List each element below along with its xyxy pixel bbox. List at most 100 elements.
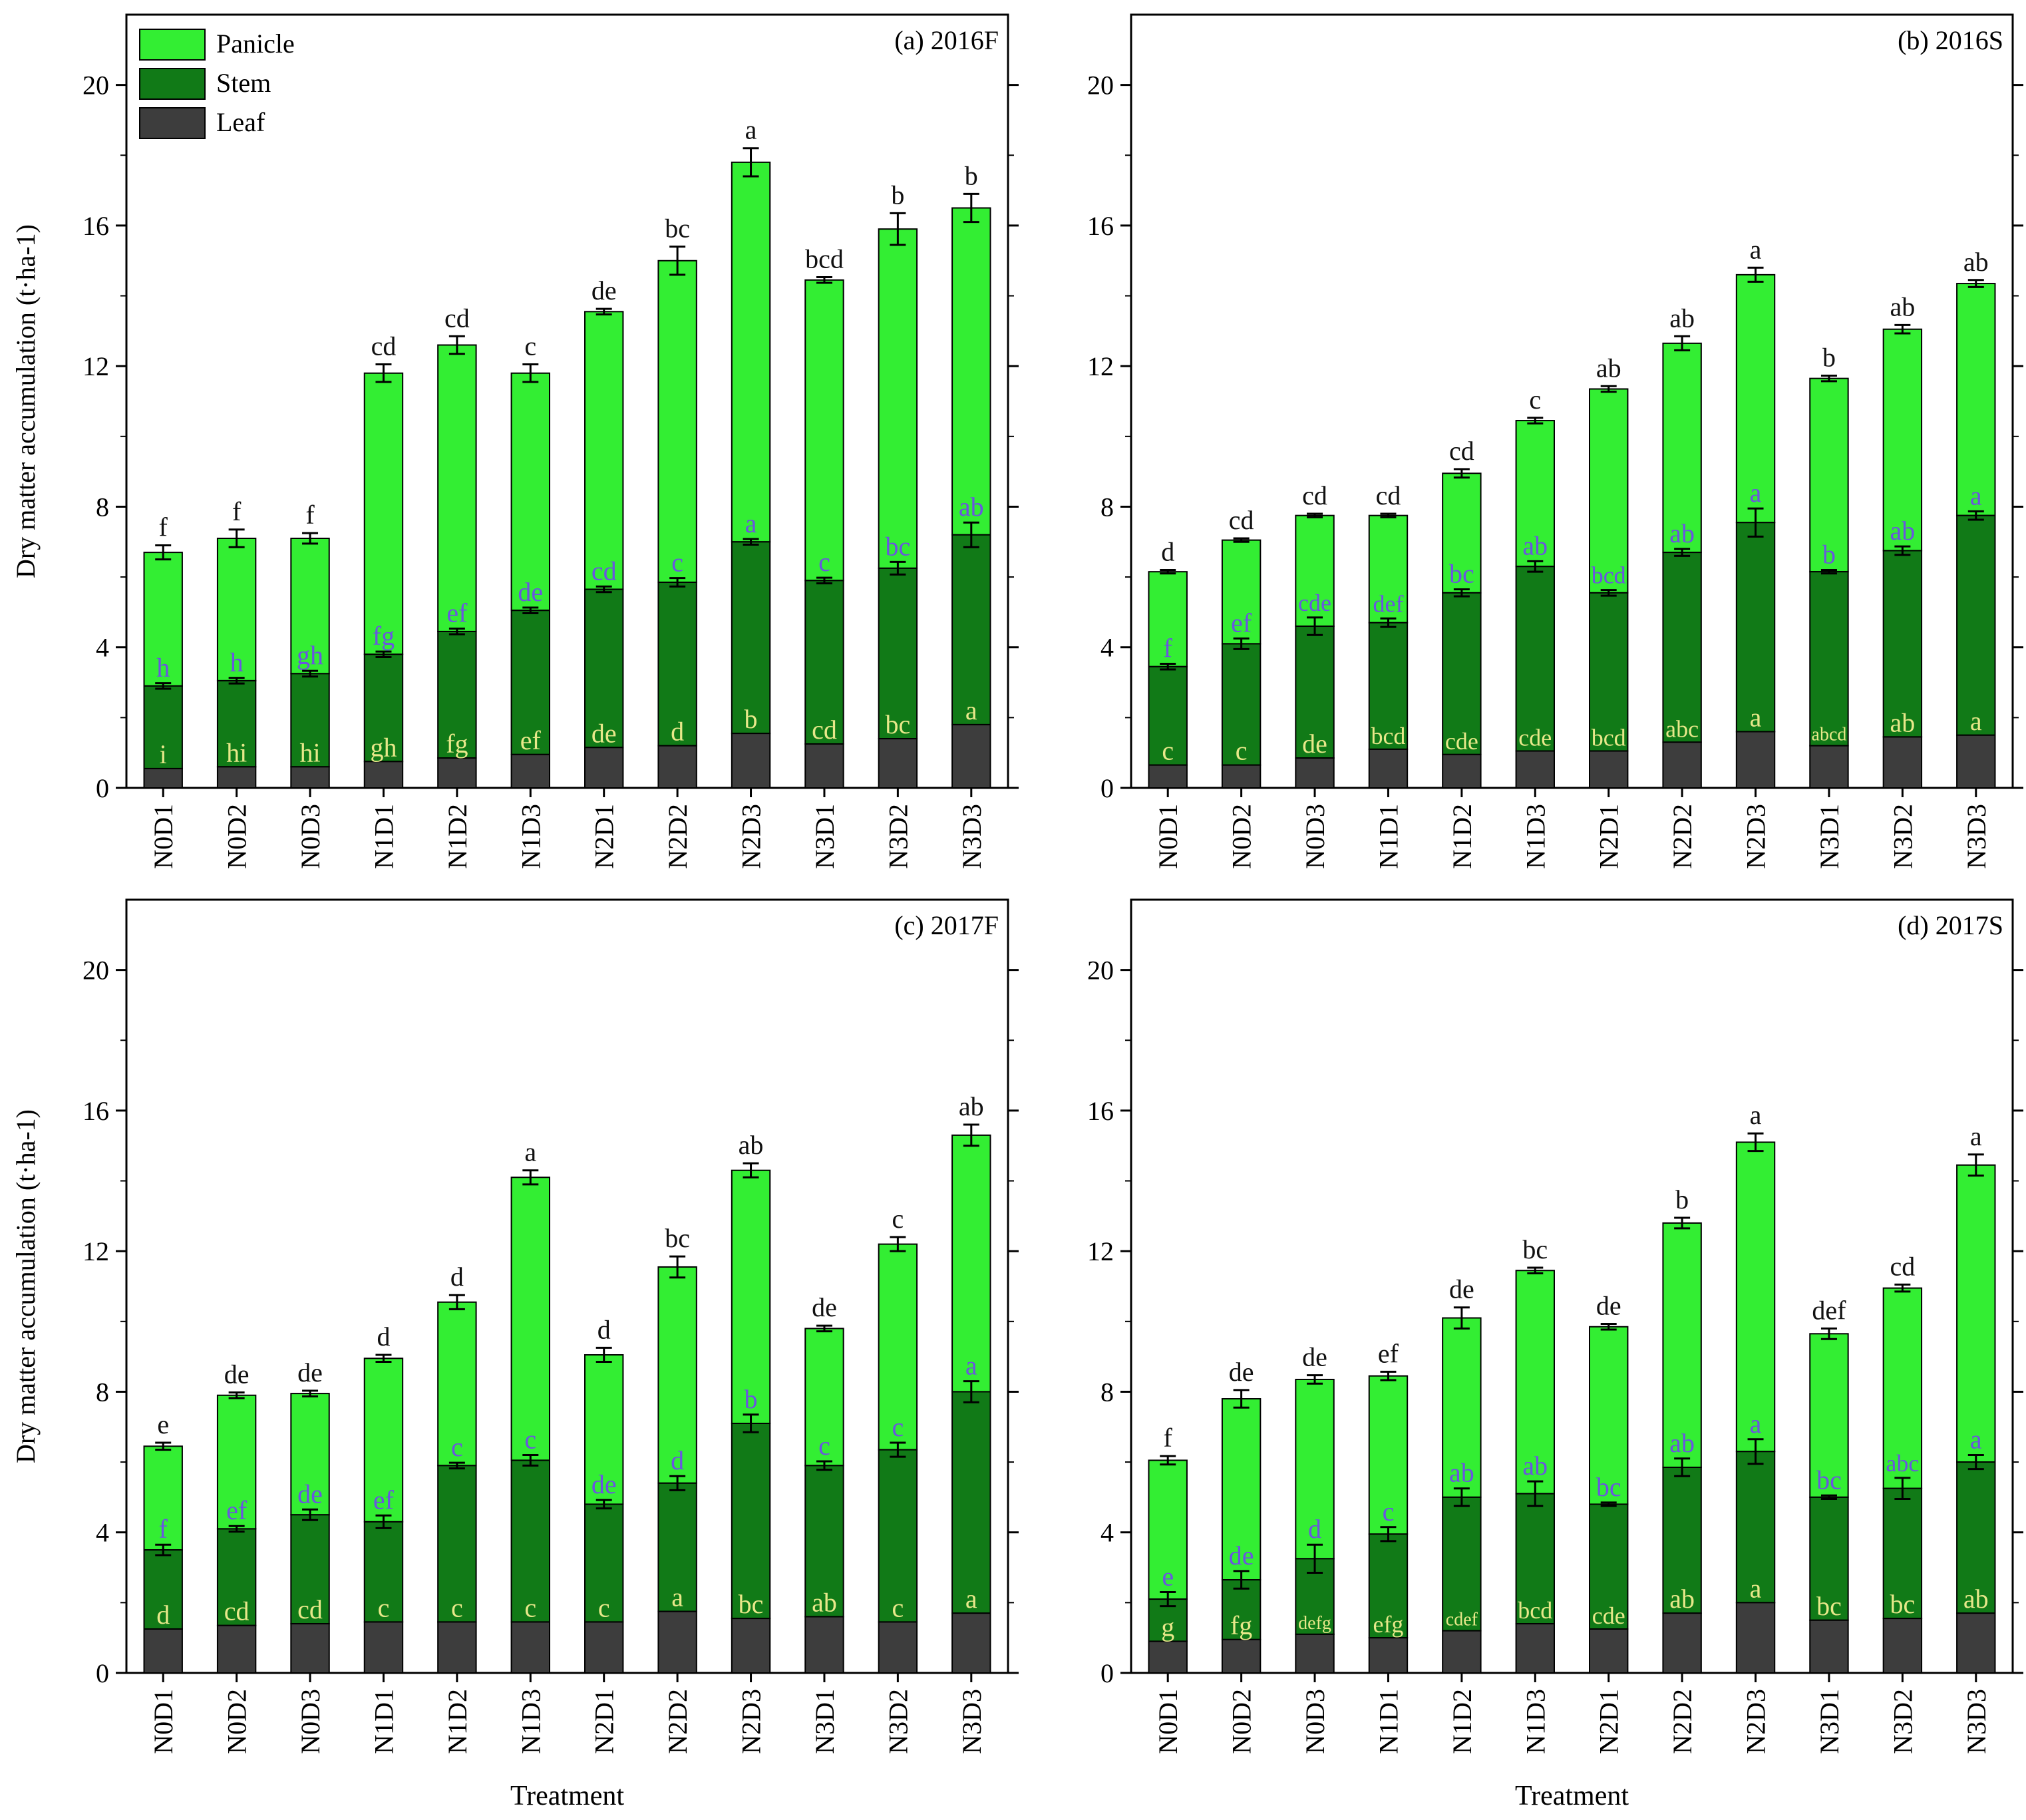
bar-leaf: [1295, 1633, 1335, 1674]
bar-leaf: [657, 1610, 697, 1674]
letter-stem: d: [1308, 1514, 1321, 1544]
bar-panicle: [878, 1243, 918, 1451]
letter-stem: fg: [373, 621, 395, 651]
x-tick-label: N0D1: [148, 1689, 178, 1754]
bar-panicle: [143, 1445, 183, 1551]
bar-stem: [657, 582, 697, 747]
x-tick-label: N0D1: [1153, 804, 1183, 869]
letter-leaf: abcd: [1812, 725, 1847, 745]
bar-panicle: [216, 537, 257, 681]
letter-total: cd: [371, 331, 397, 361]
letter-stem: ab: [1522, 1451, 1548, 1481]
letter-leaf: bc: [1816, 1591, 1842, 1621]
y-tick-label: 12: [83, 351, 109, 381]
letter-total: a: [1750, 234, 1762, 264]
bar-stem: [290, 1514, 330, 1625]
x-tick-label: N0D2: [222, 804, 252, 869]
panel-d-2017S: (d) 2017S Treatment 0 4 8 12 16 20 N0D1 f eg N0D2…: [1087, 898, 2023, 1811]
bar-stem: [584, 1503, 624, 1623]
bar-stem: [1735, 522, 1776, 733]
bar-leaf: [1589, 750, 1629, 789]
letter-leaf: d: [156, 1600, 170, 1630]
letter-stem: ef: [373, 1485, 395, 1515]
letter-leaf: cd: [297, 1594, 323, 1624]
bar-leaf: [1735, 1602, 1776, 1674]
bar-panicle: [1735, 1141, 1776, 1453]
letter-stem: de: [518, 577, 543, 607]
bar-stem: [731, 1422, 771, 1620]
x-tick-label: N3D1: [1814, 1689, 1844, 1754]
panel-title: (a) 2016F: [894, 25, 999, 55]
bar-leaf: [1662, 741, 1702, 789]
bar-stem: [1589, 592, 1629, 752]
legend-label-leaf: Leaf: [216, 107, 265, 137]
letter-leaf: cde: [1518, 725, 1552, 751]
letter-total: cd: [444, 303, 470, 333]
bar-leaf: [1515, 750, 1555, 789]
letter-leaf: ab: [812, 1587, 837, 1617]
letter-leaf: ef: [520, 725, 542, 755]
legend-swatch-leaf: [139, 107, 206, 139]
letter-total: f: [232, 496, 242, 526]
letter-total: b: [1822, 342, 1836, 372]
letter-stem: c: [818, 547, 830, 577]
bar-leaf: [1368, 1637, 1409, 1674]
bar-stem: [1515, 1493, 1555, 1625]
x-tick-label: N3D2: [1888, 804, 1918, 869]
bar-stem: [1515, 566, 1555, 752]
letter-stem: b: [745, 1384, 758, 1414]
x-tick-label: N3D2: [1888, 1689, 1918, 1754]
bar-leaf: [363, 761, 404, 789]
bar-stem: [1809, 571, 1849, 747]
letter-total: b: [965, 160, 978, 190]
panel-title: (c) 2017F: [894, 910, 999, 940]
bar-leaf: [1148, 764, 1188, 789]
letter-stem: a: [1970, 1425, 1982, 1455]
x-tick-label: N2D3: [1741, 1689, 1771, 1754]
letter-total: de: [1229, 1357, 1254, 1387]
x-tick-label: N1D2: [442, 1689, 472, 1754]
letter-leaf: a: [965, 1584, 977, 1614]
x-tick-label: N0D3: [1300, 1689, 1330, 1754]
letter-leaf: b: [745, 704, 758, 734]
bar-panicle: [1368, 1375, 1409, 1535]
letter-leaf: c: [598, 1592, 610, 1622]
y-tick-label: 20: [1087, 956, 1114, 986]
letter-total: c: [1529, 385, 1541, 415]
letter-stem: a: [1750, 1409, 1762, 1439]
x-tick-label: N1D1: [1373, 804, 1403, 869]
letter-stem: bcd: [1592, 562, 1626, 589]
x-tick-label: N0D3: [1300, 804, 1330, 869]
legend-swatch-panicle: [139, 29, 206, 61]
letter-total: bc: [665, 214, 690, 244]
letter-stem: de: [297, 1479, 323, 1509]
y-tick-label: 16: [83, 211, 109, 241]
bar-leaf: [804, 1616, 844, 1674]
letter-stem: bc: [1449, 559, 1474, 589]
letter-stem: ab: [959, 492, 984, 522]
bar-leaf: [731, 1618, 771, 1674]
bar-stem: [804, 1465, 844, 1618]
plot-frame: [1130, 898, 2014, 1674]
letter-leaf: a: [965, 695, 977, 725]
letter-leaf: c: [451, 1592, 463, 1622]
y-tick-label: 0: [1100, 773, 1114, 803]
x-axis-label: Treatment: [1515, 1781, 1629, 1811]
letter-total: de: [591, 275, 617, 305]
x-tick-label: N2D1: [590, 804, 619, 869]
letter-leaf: i: [160, 739, 167, 769]
letter-stem: d: [671, 1445, 684, 1475]
bar-stem: [1295, 1558, 1335, 1635]
letter-leaf: c: [892, 1592, 904, 1622]
x-tick-label: N1D2: [1447, 1689, 1477, 1754]
letter-leaf: a: [1970, 706, 1982, 736]
x-tick-label: N2D3: [737, 804, 766, 869]
letter-leaf: fg: [1230, 1610, 1252, 1640]
bar-leaf: [657, 745, 697, 789]
letter-leaf: c: [1236, 736, 1248, 766]
bar-panicle: [216, 1394, 257, 1530]
bar-leaf: [951, 1612, 991, 1674]
bar-leaf: [1809, 745, 1849, 789]
bar-leaf: [363, 1621, 404, 1674]
